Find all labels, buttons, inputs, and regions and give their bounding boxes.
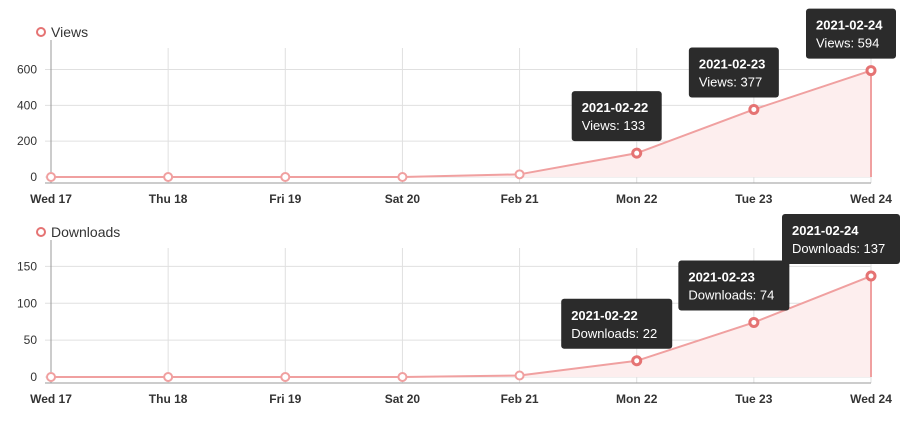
chart2-data-point [397,372,408,382]
chart1-data-point [397,172,408,182]
chart2-data-point [280,372,291,382]
chart2-xtick-label: Sat 20 [385,392,421,406]
chart2-series-line [51,275,872,378]
chart2-ytick-label: 150 [17,259,37,273]
chart2-data-point [163,372,174,382]
chart1-data-point [748,103,760,115]
chart1-xtick-label: Wed 24 [850,192,892,206]
chart1-xtick-label: Sat 20 [385,192,421,206]
chart2-xtick-label: Fri 19 [269,392,301,406]
chart1-data-point [514,169,525,180]
chart2-xtick-label: Thu 18 [149,392,188,406]
chart1-xtick-label: Thu 18 [149,192,188,206]
chart1-ytick-label: 0 [30,170,37,184]
chart2-ytick-label: 50 [24,333,38,347]
chart2-legend-marker [36,227,46,237]
chart2-xtick-label: Feb 21 [501,392,539,406]
chart1-xtick-label: Mon 22 [616,192,658,206]
chart1-data-point [631,147,643,159]
chart2-tooltip-title: 2021-02-24 [792,223,859,238]
chart1-xtick-label: Fri 19 [269,192,301,206]
chart2-tooltip-title: 2021-02-23 [688,269,755,284]
chart2-tooltip-0 [561,298,673,349]
chart1-tooltip-title: 2021-02-23 [699,56,766,71]
chart2-ytick-label: 0 [30,370,37,384]
chart2-legend-label: Downloads [51,224,120,240]
chart2-data-point [514,370,525,381]
chart2-tooltip-1 [678,260,790,311]
chart1-tooltip-body: Views: 133 [582,118,645,133]
chart1-tooltip-0 [571,91,662,142]
chart2-data-point [46,372,56,382]
chart1-tooltip-2 [806,8,896,59]
chart1-xtick-label: Feb 21 [501,192,539,206]
chart2-data-point [631,355,643,367]
chart1-data-point [865,65,877,77]
chart2-xtick-label: Wed 24 [850,392,892,406]
chart2-ytick-label: 100 [17,296,37,310]
chart1-tooltip-body: Views: 594 [816,36,879,51]
chart2-xtick-label: Wed 17 [30,392,72,406]
chart1-series-line [51,69,872,178]
chart2-data-point [865,270,877,282]
chart1-area-fill [51,70,871,177]
chart1-ytick-label: 200 [17,134,37,148]
chart2-xtick-label: Mon 22 [616,392,658,406]
chart1-legend-label: Views [51,24,88,40]
chart1-tooltip-1 [688,47,779,98]
chart1-tooltip-body: Views: 377 [699,74,762,89]
chart1-legend-marker [36,27,46,37]
chart2-tooltip-2 [782,214,900,265]
chart1-xtick-label: Wed 17 [30,192,72,206]
chart2-tooltip-body: Downloads: 137 [792,241,885,256]
chart1-data-point [163,172,174,182]
chart2-tooltip-title: 2021-02-22 [571,308,638,323]
chart1-xtick-label: Tue 23 [735,192,772,206]
chart2-tooltip-body: Downloads: 22 [571,326,657,341]
chart2-xtick-label: Tue 23 [735,392,772,406]
chart2-tooltip-body: Downloads: 74 [688,287,774,302]
chart1-data-point [280,172,291,182]
chart1-ytick-label: 400 [17,98,37,112]
chart1-data-point [46,172,56,182]
chart1-tooltip-title: 2021-02-22 [582,100,649,115]
chart1-tooltip-title: 2021-02-24 [816,18,883,33]
chart1-ytick-label: 600 [17,63,37,77]
chart2-data-point [748,316,760,328]
